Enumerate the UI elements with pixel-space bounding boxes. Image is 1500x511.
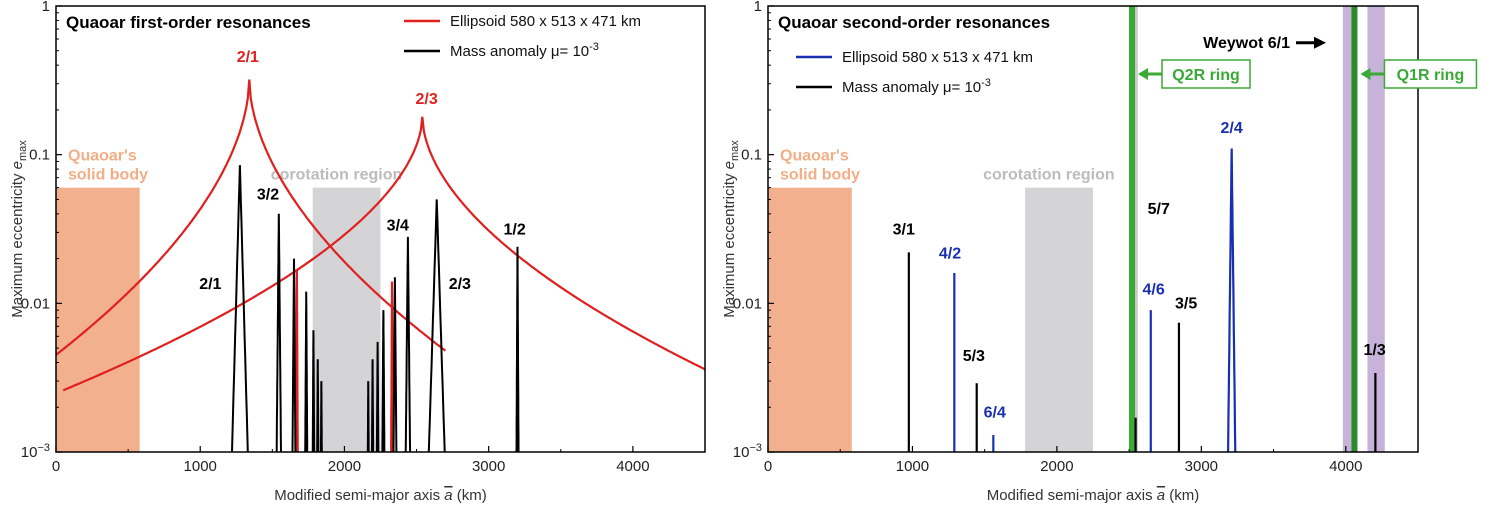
resonance-label: 5/7 [1148,201,1170,218]
first-order-panel: Quaoar's solid body corotation region 0 1000… [9,0,706,504]
resonance-label: 2/3 [449,276,471,293]
plot-area: Quaoar's solid body corotation region [768,6,1385,452]
legend-label: Ellipsoid 580 x 513 x 471 km [450,13,641,30]
ring-label-box [1383,59,1478,89]
y-axis-label: Maximum eccentricity emax [9,140,29,318]
ring-line [1129,6,1135,452]
resonance-label: 2/1 [199,276,221,293]
x-tick-label: 4000 [616,458,649,475]
plot-frame [55,5,706,453]
resonance-label: 3/4 [387,217,409,234]
mass-anomaly-peak [316,359,320,452]
y-tick-label: 10−3 [21,442,50,461]
corotation-region [1025,187,1093,452]
mass-anomaly-peak [381,310,386,452]
ring-label-box [1161,59,1251,89]
y-tick-label: 0.1 [29,147,50,164]
resonance-label: 2/4 [1221,120,1243,137]
x-tick-label: 2000 [1040,458,1073,475]
legend-label: Mass anomaly μ= 10-3 [842,77,991,96]
ring-arrow-head [1360,68,1371,80]
mass-anomaly-peak [311,330,316,452]
ring-band [1367,6,1385,452]
resonance-label: 1/2 [504,222,526,239]
x-tick-label: 3000 [1185,458,1218,475]
corotation-label: corotation region [271,167,403,184]
resonance-label: 3/5 [1175,296,1197,313]
resonance-label: 3/2 [257,186,279,203]
plot-area: Quaoar's solid body corotation region [56,79,705,452]
plot-frame [767,5,1419,453]
y-tick-label: 1 [42,0,50,15]
panel-title: Quaoar second-order resonances [778,13,1050,32]
mass-anomaly-peak [515,246,520,452]
ring-line [1351,6,1358,452]
x-axis-label: Modified semi-major axis a (km) [274,487,487,504]
mass-anomaly-peak [231,165,249,452]
ellipsoid-spike [294,269,299,452]
mass-anomaly-peak [404,236,412,452]
resonance-label: 4/2 [939,246,961,263]
x-tick-label: 1000 [184,458,217,475]
panel-title: Quaoar first-order resonances [66,13,311,32]
ring-band [1342,6,1352,452]
ring-arrow-head [1138,68,1148,80]
ellipsoid-peak [1227,148,1237,452]
y-tick-label: 10−3 [733,442,762,461]
solid-body-label: Quaoar's [68,148,137,165]
y-tick-label: 0.01 [733,295,762,312]
legend-label: Mass anomaly μ= 10-3 [450,41,599,60]
resonance-label: 4/6 [1143,281,1165,298]
ellipsoid-curve-2-1 [56,79,447,356]
solid-body-region [768,187,852,452]
resonance-label: 2/3 [416,91,438,108]
resonance-label: 5/3 [963,348,985,365]
ellipsoid-spike [390,281,394,452]
x-tick-label: 0 [52,458,60,475]
resonance-label: 6/4 [984,405,1006,422]
corotation-region [312,187,381,452]
ring-label: Q1R ring [1397,67,1465,84]
mass-anomaly-peak [371,359,375,452]
solid-body-label: solid body [68,167,148,184]
ring-band [1132,6,1138,452]
solid-body-label: solid body [780,167,860,184]
mass-anomaly-peak [319,381,323,452]
second-order-panel: Quaoar's solid body corotation region 0 1000… [721,0,1478,504]
resonance-label: 2/1 [237,49,259,66]
x-tick-label: 0 [764,458,772,475]
mass-anomaly-peak [392,277,398,452]
legend-label: Ellipsoid 580 x 513 x 471 km [842,49,1033,66]
corotation-label: corotation region [983,167,1115,184]
y-tick-label: 1 [754,0,762,15]
resonance-label: 1/3 [1364,342,1386,359]
mass-anomaly-peak [304,291,309,452]
mass-anomaly-peak [366,381,370,452]
x-tick-label: 4000 [1329,458,1362,475]
y-tick-label: 0.01 [21,295,50,312]
resonance-label: 3/1 [893,222,915,239]
mass-anomaly-peak [275,213,282,452]
mass-anomaly-peak [375,341,380,452]
x-tick-label: 1000 [896,458,929,475]
y-axis-label: Maximum eccentricity emax [721,140,741,318]
mass-anomaly-peak [427,199,446,452]
solid-body-label: Quaoar's [780,148,849,165]
x-axis-label: Modified semi-major axis a (km) [987,487,1200,504]
mass-anomaly-peak [291,258,297,452]
y-tick-label: 0.1 [741,147,762,164]
x-tick-label: 3000 [472,458,505,475]
weywot-label: Weywot 6/1 [1203,35,1290,52]
ellipsoid-curve-2-3 [62,116,705,392]
x-tick-label: 2000 [328,458,361,475]
ring-label: Q2R ring [1172,67,1240,84]
weywot-arrow-head [1314,36,1326,49]
